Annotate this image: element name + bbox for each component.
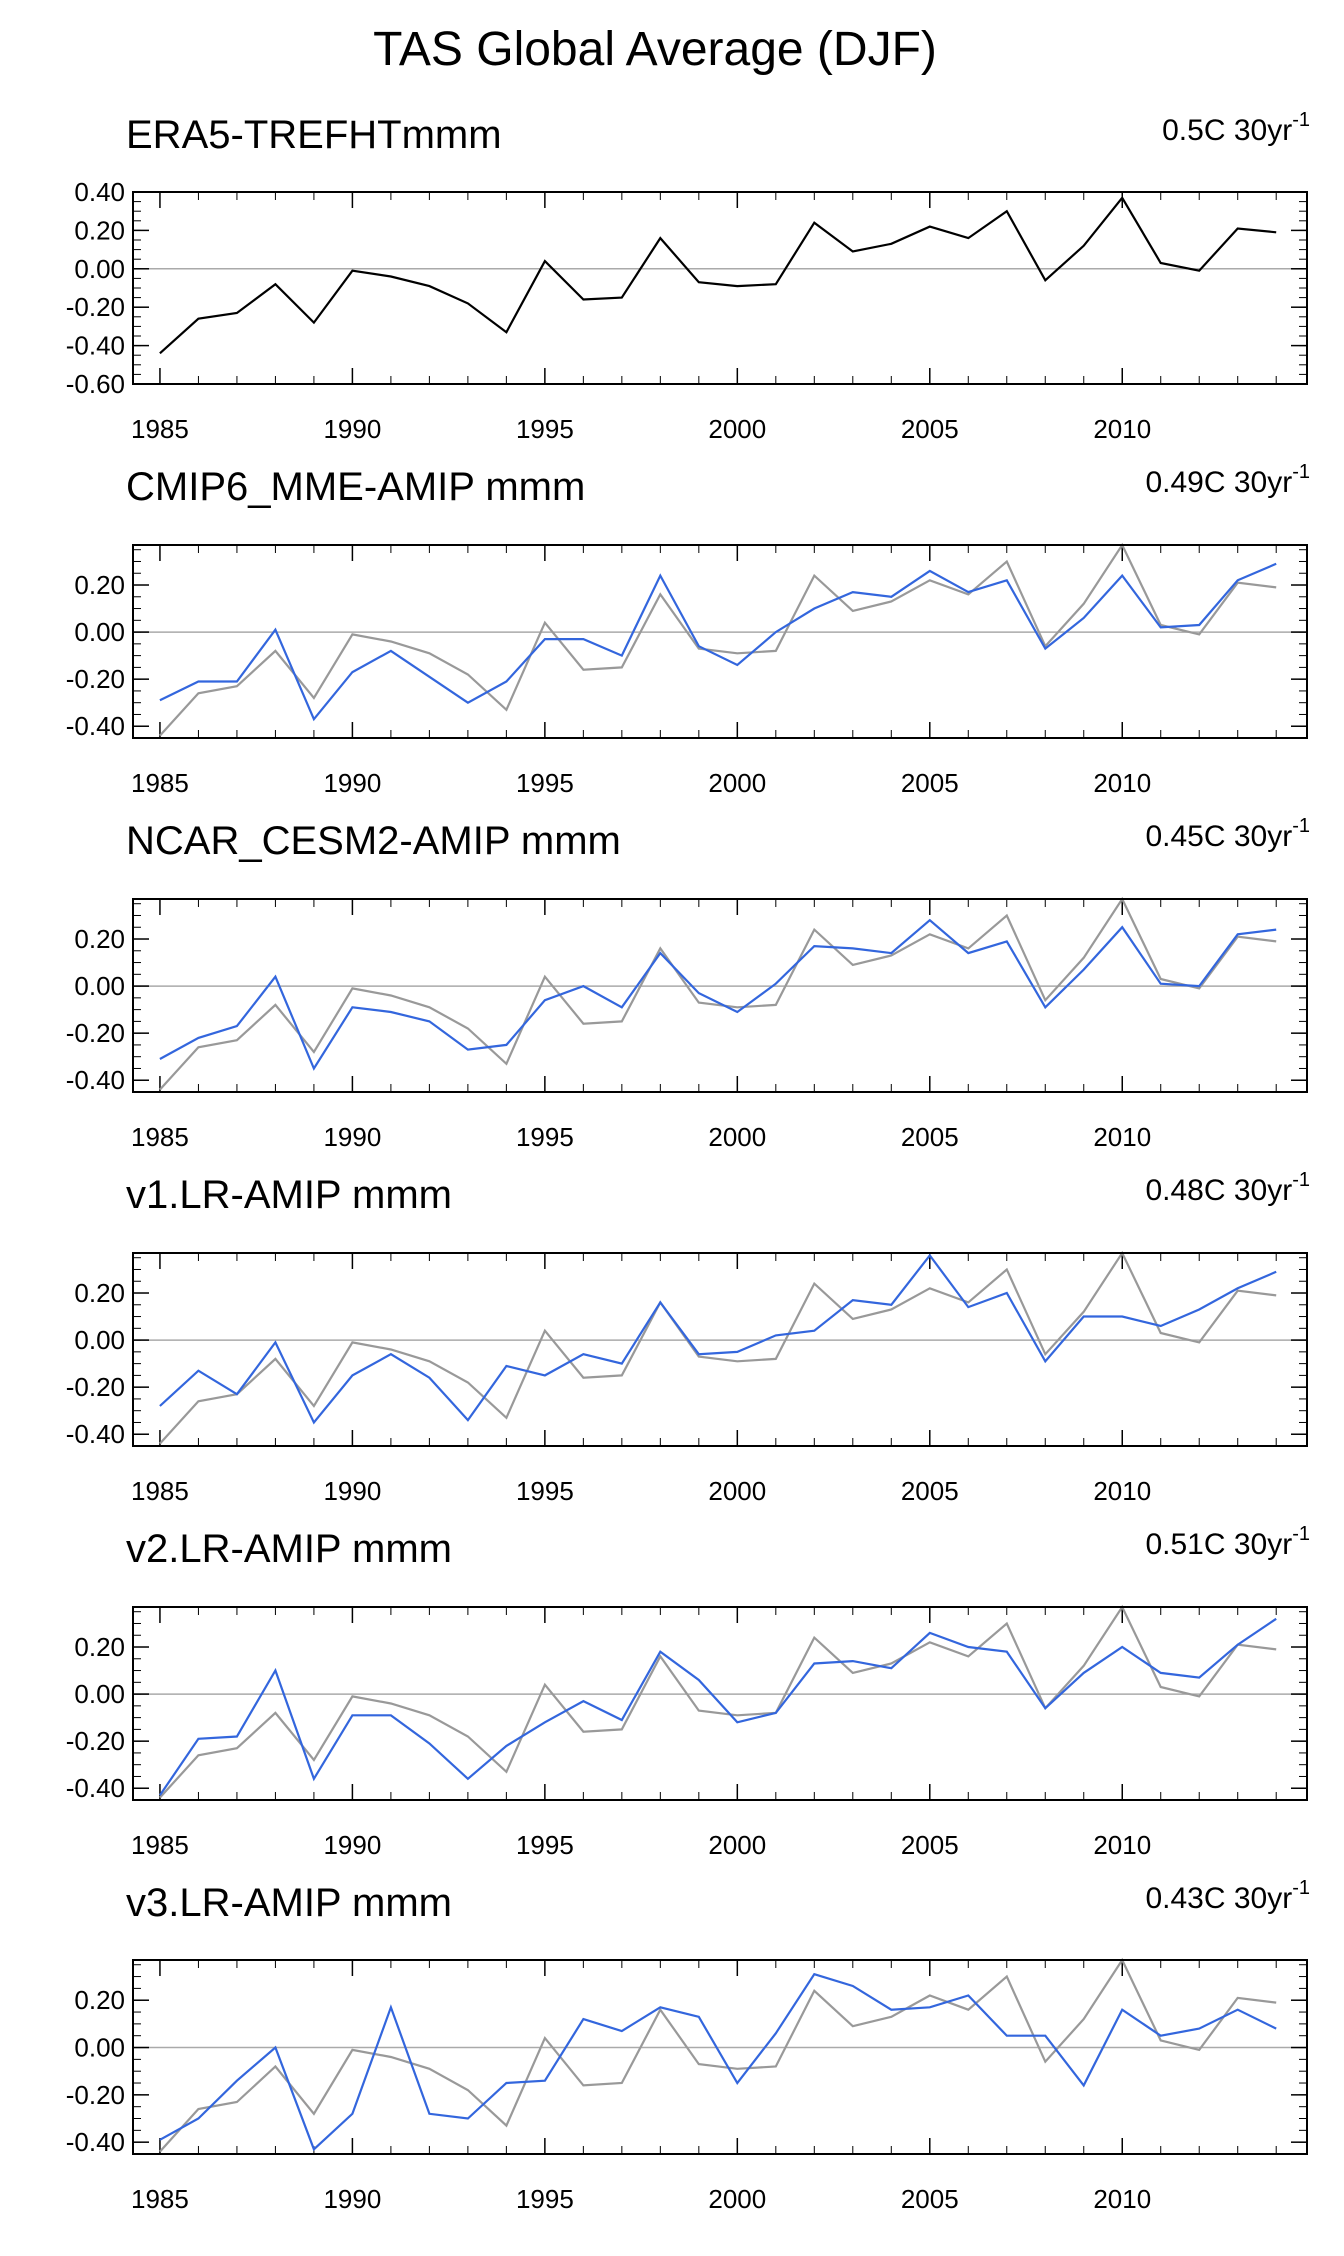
panel-3: NCAR_CESM2-AMIP mmm 0.45C 30yr-1 -0.40 -0.2… (66, 815, 1310, 1152)
y-tick-label: -0.40 (66, 711, 125, 741)
x-tick-label: 2000 (708, 414, 766, 444)
plot-frame (132, 191, 1308, 385)
panel-2: CMIP6_MME-AMIP mmm 0.49C 30yr-1 -0.40 -0.20… (66, 461, 1310, 798)
panel-title: v1.LR-AMIP mmm (126, 1173, 452, 1217)
series-line-2 (159, 1253, 1277, 1425)
y-tick-label: 0.20 (74, 1985, 125, 2015)
series-line-1 (159, 1250, 1277, 1445)
x-tick-label: 2000 (708, 1476, 766, 1506)
y-tick-label: -0.40 (66, 1065, 125, 1095)
panel-title: v3.LR-AMIP mmm (126, 1881, 452, 1925)
x-tick-label: 1990 (323, 768, 381, 798)
x-tick-label: 2000 (708, 2184, 766, 2214)
y-tick-label: 0.00 (74, 617, 125, 647)
series-line-2 (159, 1972, 1277, 2152)
y-tick-label: -0.40 (66, 331, 125, 361)
panel-title: v2.LR-AMIP mmm (126, 1527, 452, 1571)
plot-frame (132, 1606, 1308, 1801)
x-tick-label: 2010 (1093, 768, 1151, 798)
x-tick-label: 2000 (708, 1122, 766, 1152)
panel-4: v1.LR-AMIP mmm 0.48C 30yr-1 -0.40 -0.20 0.00… (66, 1169, 1310, 1506)
trend-label: 0.43C 30yr-1 (1145, 1877, 1310, 1915)
plot-frame (132, 1252, 1308, 1447)
x-tick-label: 1995 (516, 2184, 574, 2214)
trend-label: 0.49C 30yr-1 (1145, 461, 1310, 499)
figure-title: TAS Global Average (DJF) (373, 23, 937, 76)
series-line-1 (159, 195, 1277, 355)
x-tick-label: 1985 (131, 2184, 189, 2214)
x-tick-label: 2000 (708, 1830, 766, 1860)
x-tick-label: 2005 (901, 1476, 959, 1506)
y-tick-label: -0.20 (66, 1726, 125, 1756)
x-tick-label: 1985 (131, 1122, 189, 1152)
x-tick-label: 1990 (323, 1476, 381, 1506)
x-tick-label: 1985 (131, 414, 189, 444)
series-line-1 (159, 1604, 1277, 1799)
y-tick-label: 0.20 (74, 1632, 125, 1662)
x-tick-label: 1995 (516, 1830, 574, 1860)
panel-title: NCAR_CESM2-AMIP mmm (126, 819, 621, 863)
y-tick-label: -0.40 (66, 1773, 125, 1803)
trend-label: 0.5C 30yr-1 (1162, 109, 1310, 147)
x-tick-label: 1995 (516, 414, 574, 444)
y-tick-label: 0.00 (74, 254, 125, 284)
y-tick-label: -0.40 (66, 2127, 125, 2157)
x-tick-label: 2000 (708, 768, 766, 798)
series-line-2 (158, 1617, 1277, 1796)
x-tick-label: 1995 (516, 1122, 574, 1152)
x-tick-label: 1990 (323, 1122, 381, 1152)
x-tick-label: 2010 (1093, 2184, 1151, 2214)
x-tick-label: 1990 (323, 414, 381, 444)
trend-label: 0.48C 30yr-1 (1145, 1169, 1310, 1207)
y-tick-label: -0.60 (66, 369, 125, 399)
x-tick-label: 2010 (1093, 1476, 1151, 1506)
x-tick-label: 2005 (901, 2184, 959, 2214)
x-tick-label: 1990 (323, 1830, 381, 1860)
panel-5: v2.LR-AMIP mmm 0.51C 30yr-1 -0.40 -0.20 0.00… (66, 1523, 1310, 1860)
x-tick-label: 1985 (131, 1476, 189, 1506)
series-line-1 (159, 1957, 1277, 2153)
trend-label: 0.51C 30yr-1 (1145, 1523, 1310, 1561)
plot-frame (132, 1959, 1308, 2155)
y-tick-label: -0.20 (66, 1018, 125, 1048)
series-line-2 (159, 562, 1277, 722)
plot-frame (132, 544, 1308, 739)
x-tick-label: 2010 (1093, 1122, 1151, 1152)
y-tick-label: 0.00 (74, 1325, 125, 1355)
y-tick-label: 0.20 (74, 924, 125, 954)
y-tick-label: 0.00 (74, 2033, 125, 2063)
panel-1: ERA5-TREFHTmmm 0.5C 30yr-1 -0.60 -0.40 -0.20… (66, 109, 1310, 444)
y-tick-label: 0.20 (74, 570, 125, 600)
x-tick-label: 1990 (323, 2184, 381, 2214)
y-tick-label: 0.00 (74, 1679, 125, 1709)
x-tick-label: 2010 (1093, 1830, 1151, 1860)
x-tick-label: 2005 (901, 414, 959, 444)
series-line-2 (159, 918, 1277, 1071)
panel-6: v3.LR-AMIP mmm 0.43C 30yr-1 -0.40 -0.20 0.00… (66, 1877, 1310, 2214)
y-tick-label: -0.20 (66, 2080, 125, 2110)
y-tick-label: 0.20 (74, 215, 125, 245)
trend-label: 0.45C 30yr-1 (1145, 815, 1310, 853)
series-line-1 (159, 542, 1277, 737)
panel-title: CMIP6_MME-AMIP mmm (126, 465, 585, 509)
x-tick-label: 1985 (131, 768, 189, 798)
x-tick-label: 2005 (901, 1830, 959, 1860)
x-tick-label: 1995 (516, 768, 574, 798)
plot-frame (132, 898, 1308, 1093)
x-tick-label: 1995 (516, 1476, 574, 1506)
y-tick-label: -0.20 (66, 1372, 125, 1402)
y-tick-label: -0.20 (66, 664, 125, 694)
y-tick-label: 0.40 (74, 177, 125, 207)
x-tick-label: 2005 (901, 768, 959, 798)
y-tick-label: -0.40 (66, 1419, 125, 1449)
x-tick-label: 2005 (901, 1122, 959, 1152)
panel-title: ERA5-TREFHTmmm (126, 113, 502, 157)
x-tick-label: 1985 (131, 1830, 189, 1860)
y-tick-label: 0.00 (74, 971, 125, 1001)
y-tick-label: 0.20 (74, 1278, 125, 1308)
y-tick-label: -0.20 (66, 292, 125, 322)
series-line-1 (159, 896, 1277, 1091)
x-tick-label: 2010 (1093, 414, 1151, 444)
